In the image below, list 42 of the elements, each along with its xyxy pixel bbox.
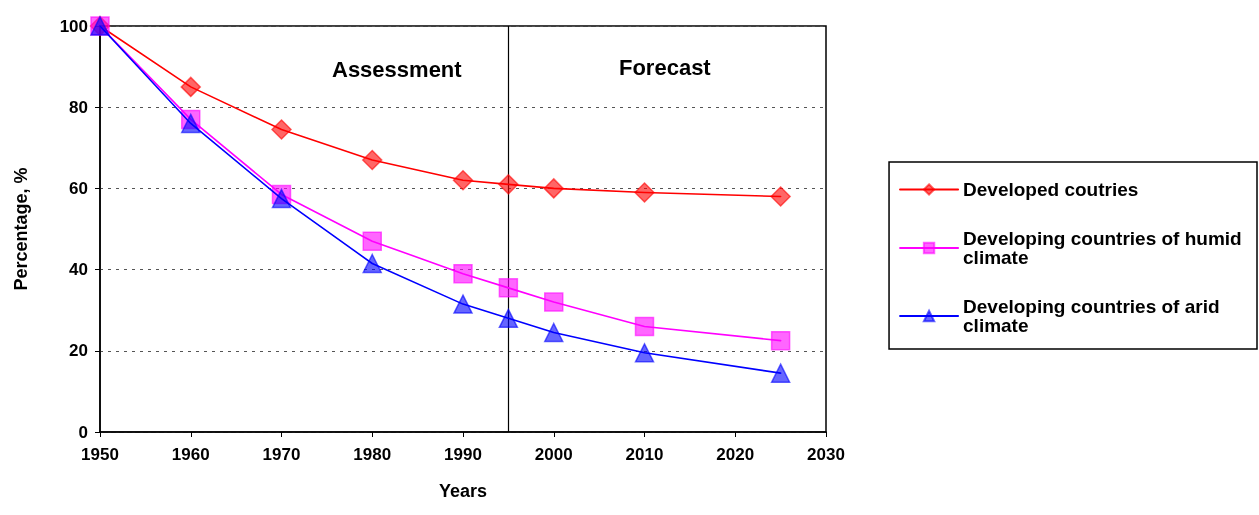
point bbox=[271, 119, 292, 140]
x-tick-label: 1960 bbox=[171, 445, 210, 464]
point bbox=[634, 182, 655, 203]
point bbox=[362, 253, 382, 274]
point bbox=[453, 263, 473, 284]
y-tick-label: 20 bbox=[69, 341, 88, 361]
x-tick-label: 1980 bbox=[353, 445, 392, 464]
point bbox=[770, 330, 791, 351]
legend-label: Developing countries of arid climate bbox=[963, 296, 1225, 336]
point bbox=[498, 174, 519, 195]
x-tick-label: 1970 bbox=[262, 445, 301, 464]
y-tick-label: 40 bbox=[69, 260, 88, 280]
x-tick-label: 2010 bbox=[625, 445, 664, 464]
point bbox=[770, 363, 791, 383]
point bbox=[362, 231, 382, 251]
point bbox=[498, 278, 519, 298]
point bbox=[634, 343, 655, 363]
point bbox=[544, 322, 564, 343]
annotation: Assessment bbox=[331, 56, 463, 82]
point bbox=[452, 170, 474, 191]
y-tick-label: 100 bbox=[59, 16, 88, 36]
x-tick-label: 1990 bbox=[444, 445, 482, 464]
legend-label: Developed coutries bbox=[963, 179, 1139, 200]
x-tick-label: 1950 bbox=[81, 445, 119, 464]
point bbox=[544, 292, 564, 312]
point bbox=[453, 294, 473, 314]
point bbox=[543, 178, 564, 199]
point bbox=[770, 186, 791, 207]
x-axis-title: Years bbox=[438, 481, 488, 501]
x-tick-label: 2020 bbox=[716, 445, 755, 464]
y-axis-title: Percentage, % bbox=[11, 167, 31, 291]
y-tick-label: 60 bbox=[69, 178, 88, 198]
x-tick-label: 2030 bbox=[807, 445, 845, 464]
point bbox=[362, 149, 383, 171]
annotation: Forecast bbox=[618, 54, 712, 80]
point bbox=[498, 308, 519, 329]
legend-label: Developing countries of humid climate bbox=[963, 228, 1248, 268]
y-tick-label: 0 bbox=[78, 422, 88, 442]
point bbox=[180, 76, 201, 98]
y-tick-label: 80 bbox=[69, 97, 88, 117]
x-tick-label: 2000 bbox=[534, 445, 573, 464]
point bbox=[634, 316, 655, 337]
